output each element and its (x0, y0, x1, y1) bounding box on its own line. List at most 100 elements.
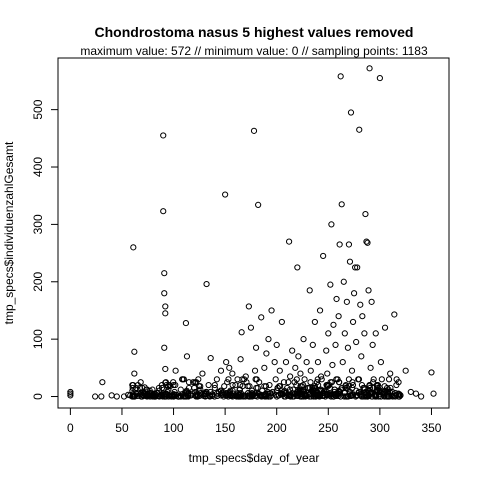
data-point (162, 365, 169, 373)
data-point (382, 387, 389, 394)
data-point (323, 347, 330, 354)
data-point (193, 379, 200, 386)
data-point (131, 393, 138, 400)
data-point (205, 381, 212, 389)
data-point (237, 356, 244, 363)
data-point (184, 392, 191, 399)
data-point (368, 298, 375, 305)
data-point (261, 383, 268, 390)
data-point (136, 384, 143, 392)
data-point (306, 287, 313, 294)
data-point (318, 376, 325, 383)
x-tick-label: 50 (115, 421, 129, 435)
data-point (267, 390, 274, 397)
chart-subtitle: maximum value: 572 // minimum value: 0 /… (80, 44, 428, 58)
data-point (178, 391, 186, 398)
y-tick-label: 200 (31, 271, 45, 291)
data-point (255, 201, 262, 208)
data-point (392, 393, 399, 400)
data-point (213, 376, 220, 383)
data-point (225, 376, 232, 383)
data-point (243, 379, 250, 386)
data-point (229, 381, 236, 389)
data-point (287, 393, 294, 400)
x-tick-label: 200 (267, 421, 287, 435)
data-point (251, 367, 259, 374)
data-point (151, 393, 158, 400)
data-point (222, 191, 229, 198)
data-point (289, 389, 296, 397)
data-point (376, 387, 384, 394)
data-point (245, 303, 252, 310)
data-point (246, 392, 253, 400)
data-point (252, 376, 259, 383)
data-point (197, 383, 204, 390)
data-point (236, 393, 244, 400)
data-point (248, 387, 256, 394)
y-tick-label: 500 (31, 99, 45, 119)
data-point (324, 370, 331, 377)
data-point (239, 376, 246, 383)
data-point (310, 393, 317, 400)
data-point (282, 358, 290, 366)
data-point (356, 126, 363, 133)
data-point (211, 384, 218, 392)
data-point (383, 393, 390, 400)
data-point (391, 311, 398, 318)
data-point (164, 383, 172, 390)
data-point (314, 358, 322, 366)
data-point (201, 391, 208, 398)
data-point (366, 384, 374, 392)
data-point (226, 364, 233, 371)
data-point (333, 390, 340, 397)
data-point (293, 376, 300, 383)
data-point (250, 127, 258, 134)
data-point (193, 393, 200, 400)
data-point (187, 392, 194, 399)
data-point (349, 381, 357, 389)
data-point (238, 329, 245, 336)
x-tick-label: 100 (164, 421, 184, 435)
data-point (273, 341, 280, 348)
data-point (377, 358, 385, 366)
data-point (300, 388, 308, 396)
data-point (271, 358, 278, 366)
data-point (355, 376, 363, 383)
data-point (370, 379, 377, 386)
data-point (223, 358, 230, 366)
data-point (345, 241, 353, 248)
data-point (372, 330, 379, 337)
data-point (327, 393, 335, 400)
data-point (412, 390, 420, 397)
data-point (316, 307, 324, 314)
x-tick-label: 150 (215, 421, 235, 435)
data-point (161, 270, 168, 277)
data-point (207, 354, 214, 362)
y-axis-label: tmp_specs$individuenzahlGesamt (2, 141, 16, 324)
data-point (309, 384, 316, 392)
data-point (335, 313, 342, 320)
data-point (177, 392, 184, 400)
data-point (336, 388, 344, 396)
data-point (129, 387, 136, 394)
data-point (332, 341, 339, 348)
data-point (372, 392, 380, 400)
data-point (160, 208, 167, 215)
data-point (287, 373, 294, 380)
data-point (336, 241, 343, 248)
data-point (203, 280, 210, 288)
data-point (295, 353, 302, 360)
data-point (349, 318, 357, 326)
data-point (354, 264, 361, 271)
data-point (328, 221, 335, 228)
data-point (276, 367, 283, 374)
data-point (358, 353, 365, 360)
data-point (381, 324, 389, 331)
data-point (296, 388, 303, 396)
data-point (362, 210, 369, 218)
data-point (179, 376, 186, 383)
data-point (277, 389, 284, 397)
data-point (327, 281, 334, 288)
data-point (362, 388, 369, 396)
